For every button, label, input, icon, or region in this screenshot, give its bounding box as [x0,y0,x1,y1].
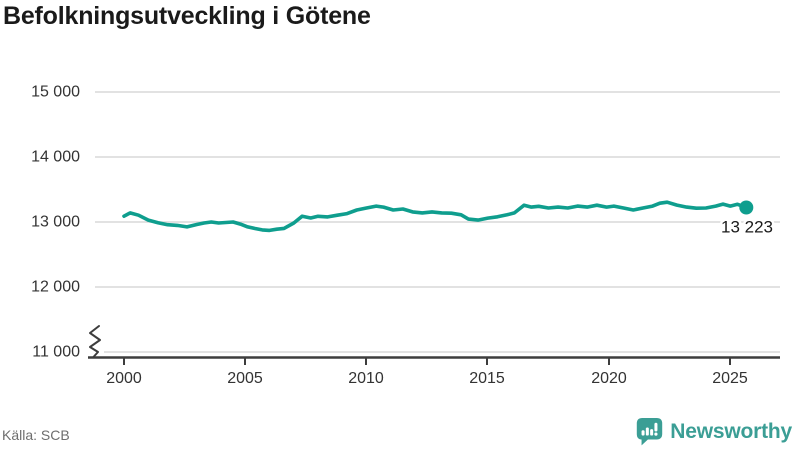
exclamation-bar [654,422,658,432]
x-axis-label: 2005 [227,370,263,387]
y-axis-label: 15 000 [31,84,80,101]
y-axis-label: 13 000 [31,214,80,231]
x-axis-label: 2000 [106,370,142,387]
source-credit: Källa: SCB [2,427,70,443]
y-axis-break-icon [89,325,101,359]
newsworthy-logo: Newsworthy [636,417,792,446]
x-axis-label: 2020 [591,370,627,387]
chart-title: Befolkningsutveckling i Götene [3,2,371,30]
y-axis-labels: 15 000 14 000 13 000 12 000 11 000 [31,84,80,361]
bar-chart-glyph [641,422,658,436]
exclamation-dot [654,432,658,436]
newsworthy-logo-text: Newsworthy [670,419,792,443]
x-axis-label: 2015 [469,370,505,387]
x-axis-label: 2010 [348,370,384,387]
population-line [122,200,749,233]
newsworthy-logo-icon [637,418,663,446]
y-axis-label: 12 000 [31,279,80,296]
end-point-dot [739,200,754,215]
y-axis-label: 14 000 [31,149,80,166]
y-axis-label: 11 000 [32,344,80,361]
end-value-label: 13 223 [721,218,773,237]
gridlines [95,91,780,353]
x-axis-ticks [123,358,731,365]
x-axis-labels: 2000 2005 2010 2015 2020 2025 [106,370,748,387]
x-axis-label: 2025 [712,370,748,387]
speech-bubble-shape [637,418,663,446]
